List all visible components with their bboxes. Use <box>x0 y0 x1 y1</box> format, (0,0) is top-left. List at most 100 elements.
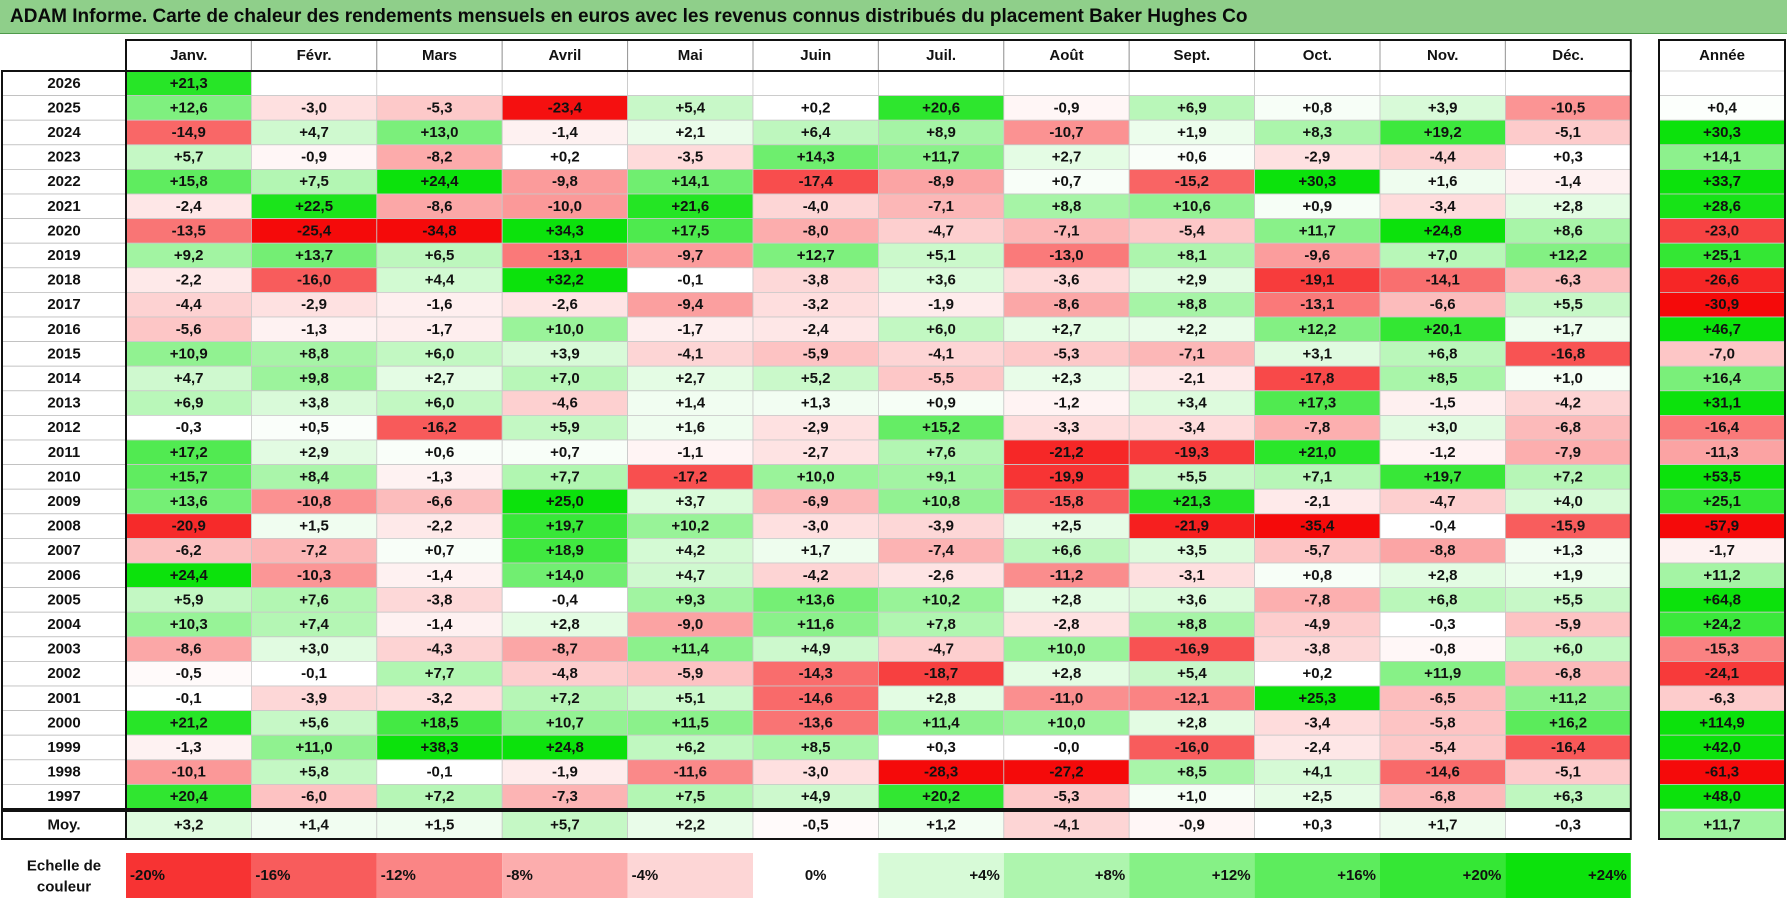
heatmap-cell-value: -3,8 <box>427 591 453 608</box>
heatmap-cell <box>501 390 629 416</box>
heatmap-cell-value: -6,5 <box>1430 690 1456 707</box>
average-value: +1,7 <box>1428 817 1458 834</box>
heatmap-cell-value: +5,2 <box>801 370 831 387</box>
heatmap-cell <box>878 587 1005 613</box>
heatmap-cell-value: +2,7 <box>1052 149 1082 166</box>
month-header: Sept. <box>1174 47 1211 64</box>
heatmap-cell <box>125 414 252 441</box>
heatmap-cell-value: -2,2 <box>427 518 453 535</box>
heatmap-cell <box>376 414 503 441</box>
heatmap-cell-value: -14,3 <box>799 665 833 682</box>
scale-swatch <box>1505 853 1631 898</box>
heatmap-cell-value: -7,3 <box>552 788 578 805</box>
heatmap-cell <box>1003 144 1130 170</box>
heatmap-cell-value: +2,8 <box>1177 714 1207 731</box>
heatmap-cell <box>1003 390 1130 416</box>
heatmap-cell <box>501 119 629 146</box>
year-total-value: +42,0 <box>1703 739 1741 756</box>
heatmap-cell <box>1505 513 1632 539</box>
heatmap-cell-value: +8,8 <box>1177 296 1207 313</box>
heatmap-cell-value: +8,3 <box>1302 124 1332 141</box>
heatmap-cell <box>1505 316 1632 343</box>
scale-swatch <box>1129 853 1255 898</box>
heatmap-cell <box>1254 390 1381 416</box>
heatmap-cell-value: +1,3 <box>1553 542 1583 559</box>
year-label: 2022 <box>47 173 80 190</box>
scale-label-value: -16% <box>255 867 290 884</box>
heatmap-cell <box>878 464 1005 490</box>
scale-label-value: -8% <box>506 867 533 884</box>
heatmap-cell <box>1128 414 1255 441</box>
heatmap-cell-value: -16,0 <box>297 272 331 289</box>
heatmap-cell-value: -2,1 <box>1304 493 1330 510</box>
heatmap-cell-value: +2,8 <box>1052 665 1082 682</box>
heatmap-cell <box>1379 710 1506 736</box>
heatmap-cell-value: +4,4 <box>425 272 455 289</box>
heatmap-cell-value: +4,2 <box>675 542 705 559</box>
year-total-value: +25,1 <box>1703 493 1741 510</box>
heatmap-cell <box>752 341 879 367</box>
year-label-cell <box>1 538 127 564</box>
heatmap-cell-value: -27,2 <box>1049 764 1083 781</box>
heatmap-cell <box>1003 242 1130 269</box>
heatmap-cell-value: -2,9 <box>803 419 829 436</box>
heatmap-cell-value: +2,8 <box>1052 591 1082 608</box>
heatmap-cell <box>250 218 378 244</box>
heatmap-cell-value: +10,2 <box>671 518 709 535</box>
heatmap-cell-value: +38,3 <box>421 739 459 756</box>
heatmap-cell-value: -16,2 <box>422 419 456 436</box>
heatmap-cell <box>752 759 879 785</box>
heatmap-cell-value: -6,3 <box>1555 272 1581 289</box>
heatmap-cell <box>501 513 629 539</box>
heatmap-cell-value: +20,2 <box>922 788 960 805</box>
heatmap-cell <box>501 611 629 638</box>
heatmap-cell <box>250 193 378 220</box>
heatmap-cell-value: -2,4 <box>803 321 830 338</box>
year-total-value: +48,0 <box>1703 788 1741 805</box>
heatmap-cell <box>376 611 503 638</box>
average-cell <box>1003 810 1130 840</box>
heatmap-cell-value: +0,3 <box>926 739 956 756</box>
heatmap-cell-value: -5,7 <box>1304 542 1330 559</box>
heatmap-cell-value: +0,8 <box>1302 99 1332 116</box>
heatmap-cell <box>1128 464 1255 490</box>
heatmap-cell <box>1254 365 1381 392</box>
heatmap-cell <box>1505 611 1632 638</box>
heatmap-cell <box>1254 95 1381 121</box>
month-header-cell <box>877 39 1005 72</box>
heatmap-cell <box>125 464 252 490</box>
heatmap-cell <box>376 759 503 785</box>
heatmap-cell-value: +7,5 <box>675 788 705 805</box>
heatmap-cell-value: +7,5 <box>299 173 329 190</box>
heatmap-cell-value: -6,8 <box>1430 788 1456 805</box>
heatmap-cell-value: -0,1 <box>427 764 453 781</box>
heatmap-cell <box>878 759 1005 785</box>
heatmap-cell-value: +8,5 <box>1177 764 1207 781</box>
heatmap-cell-value: -4,3 <box>427 641 453 658</box>
heatmap-cell-value: -7,8 <box>1304 419 1330 436</box>
heatmap-cell <box>1128 70 1255 97</box>
heatmap-cell-value: +4,1 <box>1302 764 1332 781</box>
heatmap-cell <box>250 488 378 515</box>
heatmap-cell-value: +8,8 <box>1052 198 1082 215</box>
heatmap-cell-value: -9,7 <box>677 247 703 264</box>
heatmap-cell <box>1379 95 1506 121</box>
year-total-value: -57,9 <box>1705 518 1739 535</box>
heatmap-cell-value: -4,7 <box>1430 493 1456 510</box>
heatmap-cell-value: +1,6 <box>1428 173 1458 190</box>
heatmap-cell <box>1003 685 1130 712</box>
month-header: Août <box>1049 47 1083 64</box>
year-total-value: -30,9 <box>1705 296 1739 313</box>
heatmap-cell-value: +3,1 <box>1302 345 1332 362</box>
year-total-value: +64,8 <box>1703 591 1741 608</box>
heatmap-cell-value: -3,4 <box>1430 198 1457 215</box>
heatmap-cell <box>250 464 378 490</box>
heatmap-cell <box>752 119 879 146</box>
heatmap-cell <box>125 759 252 785</box>
heatmap-cell <box>1505 242 1632 269</box>
heatmap-cell-value: -8,7 <box>552 641 578 658</box>
heatmap-cell <box>627 587 754 613</box>
year-label: 2017 <box>47 296 80 313</box>
heatmap-cell-value: -13,1 <box>548 247 582 264</box>
heatmap-cell-value: +10,0 <box>1048 641 1086 658</box>
